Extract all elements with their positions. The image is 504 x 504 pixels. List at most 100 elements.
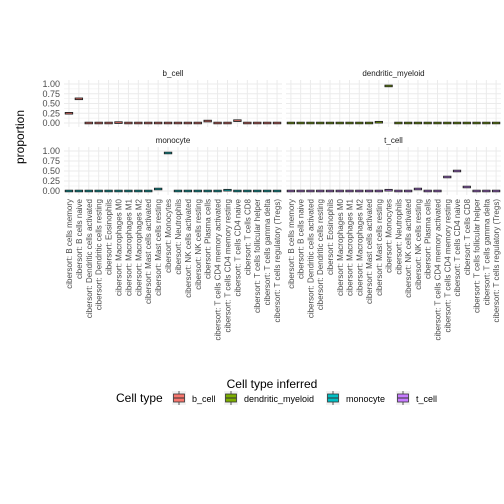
box-b_cell-20 [262, 121, 272, 125]
x-tick-label: cibersort: Dendritic cells resting [316, 199, 325, 310]
legend: Cell type b_cell dendritic_myeloid monocyt… [116, 391, 437, 405]
box-t_cell-4 [325, 189, 335, 193]
box-b_cell-19 [253, 121, 262, 125]
facet-title-dendritic_myeloid: dendritic_myeloid [362, 69, 424, 78]
box-t_cell-10 [384, 188, 393, 192]
box-monocyte-15 [213, 189, 222, 193]
x-tick-label: cibersort: T cells CD8 [243, 198, 252, 275]
facet-panel-monocyte: monocyte 0.000.250.500.751.00 [42, 136, 282, 196]
box-monocyte-14 [203, 189, 212, 193]
x-tick-label: cibersort: T cells regulatory (Tregs) [273, 199, 282, 323]
facet-panel-dendritic_myeloid: dendritic_myeloid [286, 69, 501, 127]
box-t_cell-6 [345, 189, 354, 193]
box-dendritic_myeloid-21 [491, 121, 501, 125]
box-t_cell-13 [413, 187, 423, 191]
box-t_cell-21 [491, 189, 501, 193]
box-dendritic_myeloid-12 [404, 121, 413, 125]
box-dendritic_myeloid-15 [433, 121, 442, 125]
x-tick-label: cibersort: T cells CD4 memory activated [214, 199, 223, 341]
box-b_cell-12 [183, 121, 193, 125]
box-monocyte-4 [104, 189, 113, 193]
box-t_cell-3 [316, 189, 325, 193]
box-b_cell-15 [213, 121, 222, 125]
box-b_cell-2 [84, 121, 93, 125]
x-tick-label: cibersort: Neutrophils [394, 199, 403, 275]
facet-title-monocyte: monocyte [156, 136, 191, 145]
box-t_cell-20 [482, 189, 491, 193]
x-tick-label: cibersort: Dendritic cells activated [85, 199, 94, 318]
facet-title-t_cell: t_cell [384, 136, 403, 145]
y-tick-label: 0.25 [42, 108, 60, 118]
box-dendritic_myeloid-4 [325, 121, 335, 125]
x-tick-label: cibersort: T cells follicular helper [473, 199, 482, 313]
box-b_cell-7 [134, 121, 143, 125]
box-monocyte-13 [193, 189, 202, 193]
box-dendritic_myeloid-10 [384, 84, 393, 88]
x-tick-label: cibersort: T cells follicular helper [253, 199, 262, 313]
box-dendritic_myeloid-1 [296, 121, 305, 125]
box-dendritic_myeloid-11 [394, 121, 403, 125]
x-tick-label: cibersort: NK cells resting [414, 199, 423, 290]
x-tick-label: cibersort: Macrophages M1 [124, 198, 133, 295]
facet-panel-t_cell: t_cell [286, 136, 501, 195]
x-tick-label: cibersort: B cells memory [287, 199, 296, 289]
x-tick-label: cibersort: B cells naive [297, 198, 306, 279]
box-t_cell-14 [423, 189, 432, 193]
x-tick-label: cibersort: T cells CD4 memory resting [443, 199, 452, 333]
x-tick-label: cibersort: Macrophages M2 [134, 198, 143, 295]
box-dendritic_myeloid-14 [423, 121, 432, 125]
x-tick-labels: cibersort: B cells memory cibersort: B ce… [65, 198, 501, 340]
box-monocyte-10 [163, 151, 173, 155]
box-monocyte-11 [173, 189, 183, 193]
x-tick-label: cibersort: Mast cells activated [365, 199, 374, 304]
x-tick-label: cibersort: Dendritic cells resting [95, 199, 104, 310]
box-monocyte-20 [262, 189, 272, 193]
x-tick-label: cibersort: Plasma cells [204, 199, 213, 279]
x-tick-label: cibersort: T cells CD4 naive [453, 198, 462, 296]
x-tick-label: cibersort: Monocytes [385, 199, 394, 273]
box-b_cell-13 [193, 121, 202, 125]
box-t_cell-18 [462, 185, 471, 189]
x-tick-label: cibersort: T cells CD4 naive [233, 198, 242, 296]
x-tick-label: cibersort: Eosinophils [105, 199, 114, 275]
box-t_cell-9 [374, 189, 383, 193]
x-axis-title: Cell type inferred [227, 377, 318, 391]
y-axis-title: proportion [13, 110, 27, 164]
box-monocyte-2 [84, 189, 93, 193]
y-tick-label: 1.00 [42, 146, 60, 156]
box-dendritic_myeloid-16 [443, 121, 452, 125]
box-b_cell-21 [272, 121, 282, 125]
y-tick-label: 0.50 [42, 99, 60, 109]
facet-panel-b_cell: b_cell 0.000.250.500.751.00 [42, 69, 282, 128]
x-tick-label: cibersort: Mast cells resting [154, 199, 163, 296]
box-monocyte-3 [94, 189, 103, 193]
box-monocyte-0 [64, 189, 74, 193]
x-tick-label: cibersort: Mast cells resting [375, 199, 384, 296]
box-b_cell-5 [114, 121, 123, 124]
box-b_cell-3 [94, 121, 103, 125]
box-monocyte-1 [74, 189, 84, 193]
box-t_cell-11 [394, 189, 403, 193]
box-dendritic_myeloid-18 [462, 121, 471, 125]
x-tick-label: cibersort: NK cells activated [404, 199, 413, 298]
x-tick-label: cibersort: T cells regulatory (Tregs) [492, 199, 501, 323]
box-b_cell-8 [144, 121, 153, 125]
box-monocyte-21 [272, 189, 282, 193]
x-tick-label: cibersort: Plasma cells [424, 199, 433, 279]
x-tick-label: cibersort: Macrophages M0 [115, 198, 124, 295]
legend-label-dendritic_myeloid: dendritic_myeloid [244, 394, 314, 404]
box-t_cell-17 [452, 169, 462, 173]
box-dendritic_myeloid-0 [286, 121, 296, 125]
box-dendritic_myeloid-5 [335, 121, 344, 125]
box-t_cell-15 [433, 189, 442, 193]
box-monocyte-12 [183, 189, 193, 193]
x-tick-label: cibersort: T cells gamma delta [482, 198, 491, 305]
y-tick-label: 0.00 [42, 118, 60, 128]
box-monocyte-8 [144, 189, 153, 193]
x-tick-label: cibersort: Eosinophils [326, 199, 335, 275]
box-b_cell-0 [64, 111, 74, 115]
box-b_cell-1 [74, 97, 84, 101]
box-b_cell-16 [223, 121, 232, 125]
box-b_cell-18 [243, 121, 252, 125]
